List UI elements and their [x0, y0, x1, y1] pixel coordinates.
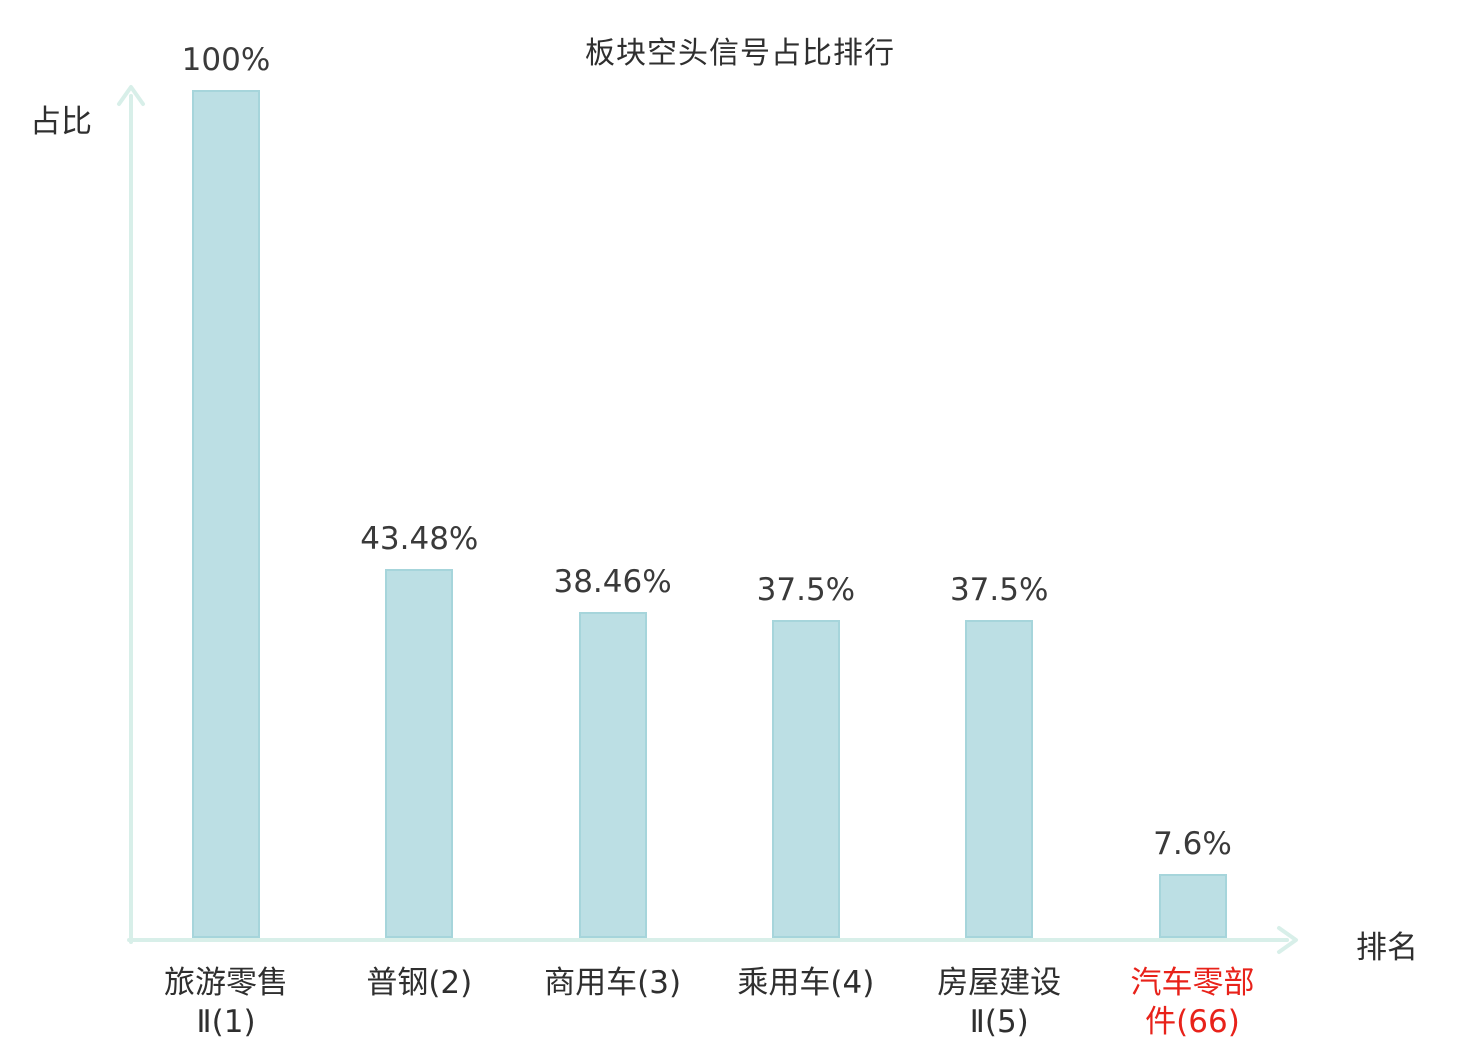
x-tick-label: 乘用车(4): [737, 965, 875, 1001]
y-axis-arrow-icon: [117, 85, 145, 106]
bar-1: [192, 90, 260, 938]
x-axis-label: 排名: [1356, 930, 1418, 966]
bar-value-label: 37.5%: [756, 572, 856, 608]
bar-6: [1158, 873, 1227, 938]
x-tick-label: 旅游零售 Ⅱ(1): [164, 965, 288, 1040]
chart-title: 板块空头信号占比排行: [585, 36, 895, 71]
y-axis-label: 占比: [30, 104, 92, 140]
bar-value-label: 7.6%: [1153, 825, 1232, 862]
bar-2: [385, 569, 454, 938]
bar-value-label: 38.46%: [553, 563, 672, 600]
bar-value-label: 37.5%: [949, 572, 1049, 608]
x-tick-label: 汽车零部 件(66): [1130, 965, 1255, 1040]
x-axis-arrow-icon: [1277, 926, 1298, 954]
x-tick-label: 普钢(2): [366, 965, 473, 1001]
bar-5: [965, 620, 1034, 938]
bar-value-label: 43.48%: [360, 521, 479, 558]
bar-4: [771, 620, 840, 938]
bar-value-label: 100%: [181, 42, 271, 78]
x-tick-label: 房屋建设 Ⅱ(5): [937, 965, 1062, 1040]
x-tick-label: 商用车(3): [544, 965, 682, 1001]
bar-3: [578, 611, 647, 938]
